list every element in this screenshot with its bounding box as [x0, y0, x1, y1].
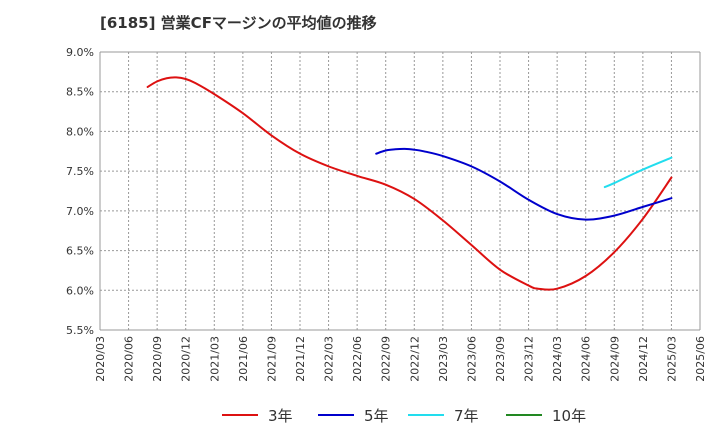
x-tick-label: 2020/12 [180, 336, 193, 382]
x-tick-label: 2022/12 [408, 336, 421, 382]
x-tick-label: 2020/06 [123, 336, 136, 382]
legend-item: 3年 [222, 402, 293, 428]
legend-item: 5年 [318, 402, 389, 428]
legend-item: 10年 [506, 402, 586, 428]
x-tick-label: 2022/09 [380, 336, 393, 382]
legend-label: 7年 [454, 406, 479, 425]
x-tick-label: 2023/06 [465, 336, 478, 382]
legend-swatch [506, 414, 542, 416]
x-tick-label: 2020/03 [94, 336, 107, 382]
series-line-2 [603, 156, 673, 189]
y-tick-label: 8.5% [66, 86, 94, 99]
x-tick-label: 2024/03 [551, 336, 564, 382]
x-tick-label: 2021/09 [265, 336, 278, 382]
y-tick-label: 6.5% [66, 245, 94, 258]
x-tick-label: 2022/06 [351, 336, 364, 382]
series-lines [146, 76, 673, 291]
x-tick-label: 2022/03 [323, 336, 336, 382]
x-tick-label: 2021/03 [208, 336, 221, 382]
x-tick-label: 2020/09 [151, 336, 164, 382]
series-line-1 [375, 147, 673, 221]
x-tick-label: 2023/09 [494, 336, 507, 382]
x-tick-label: 2021/06 [237, 336, 250, 382]
legend-swatch [408, 414, 444, 416]
x-tick-label: 2025/06 [694, 336, 707, 382]
y-tick-label: 7.0% [66, 205, 94, 218]
y-tick-label: 9.0% [66, 46, 94, 59]
legend-label: 10年 [552, 406, 587, 425]
y-tick-label: 5.5% [66, 324, 94, 337]
y-tick-label: 7.5% [66, 165, 94, 178]
x-tick-label: 2021/12 [294, 336, 307, 382]
legend: 3年 5年 7年 10年 [0, 402, 720, 428]
x-tick-label: 2025/03 [665, 336, 678, 382]
x-tick-label: 2023/03 [437, 336, 450, 382]
y-tick-label: 6.0% [66, 284, 94, 297]
x-tick-label: 2024/09 [608, 336, 621, 382]
x-tick-label: 2024/12 [637, 336, 650, 382]
x-tick-label: 2023/12 [523, 336, 536, 382]
legend-label: 3年 [268, 406, 293, 425]
series-line-0 [146, 76, 673, 291]
x-tick-label: 2024/06 [580, 336, 593, 382]
y-tick-label: 8.0% [66, 125, 94, 138]
chart-title: [6185] 営業CFマージンの平均値の推移 [100, 14, 377, 32]
legend-swatch [318, 414, 354, 416]
grid [99, 51, 701, 331]
legend-item: 7年 [408, 402, 479, 428]
legend-label: 5年 [364, 406, 389, 425]
axes: 9.0% 8.5% 8.0% 7.5% 7.0% 6.5% 6.0% 5.5%2020/03 2… [66, 46, 707, 382]
legend-swatch [222, 414, 258, 416]
chart-area: 9.0% 8.5% 8.0% 7.5% 7.0% 6.5% 6.0% 5.5%2020/03 2… [66, 46, 707, 382]
